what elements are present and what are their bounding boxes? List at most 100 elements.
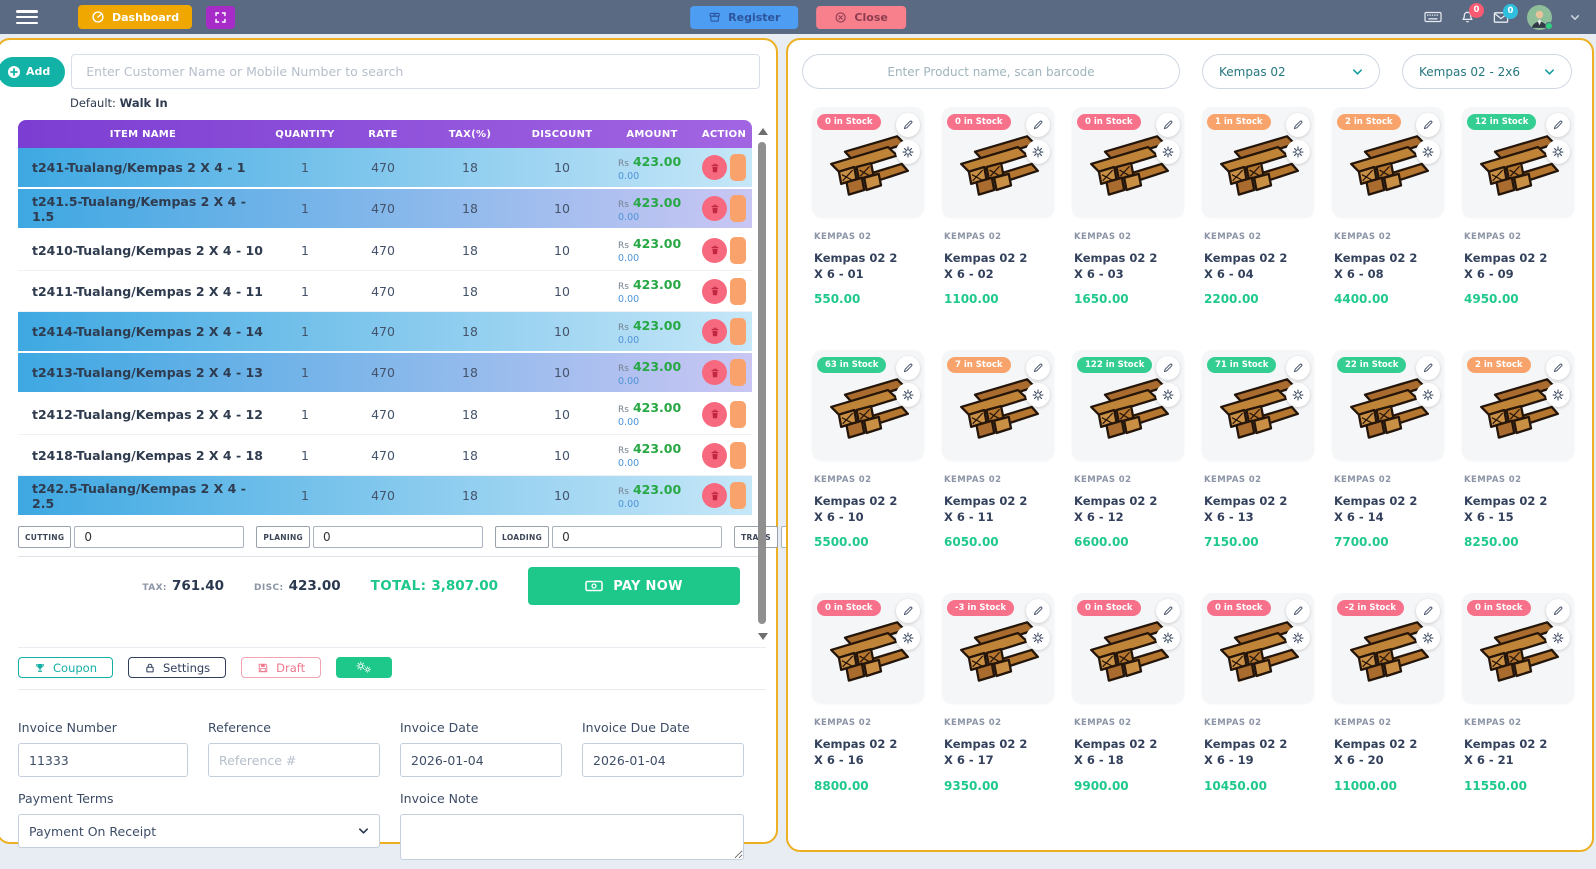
edit-product-button[interactable] (1286, 113, 1310, 137)
customer-search-input[interactable] (71, 54, 760, 89)
messages-button[interactable]: 0 (1493, 3, 1518, 24)
edit-product-button[interactable] (1286, 356, 1310, 381)
product-settings-button[interactable] (1156, 383, 1180, 408)
user-avatar[interactable] (1527, 5, 1553, 30)
edit-product-button[interactable] (1416, 113, 1440, 137)
chevron-down-icon[interactable] (1570, 14, 1580, 21)
product-image[interactable]: 12 in Stock (1462, 107, 1574, 217)
edit-product-button[interactable] (1416, 356, 1440, 381)
product-settings-button[interactable] (896, 626, 920, 651)
delete-item-button[interactable] (702, 237, 727, 263)
item-secondary-button[interactable] (730, 318, 746, 345)
delete-item-button[interactable] (702, 360, 727, 385)
add-customer-button[interactable]: Add (0, 56, 66, 87)
product-image[interactable]: 2 in Stock (1462, 350, 1574, 461)
product-image[interactable]: 0 in Stock (1462, 593, 1574, 704)
product-image[interactable]: -3 in Stock (942, 593, 1054, 704)
product-card[interactable]: 7 in Stock KEMPAS 02 Kempas 02 2 X 6 - 1… (942, 350, 1054, 549)
item-secondary-button[interactable] (730, 400, 746, 428)
cart-row[interactable]: t2411-Tualang/Kempas 2 X 4 - 11 1 470 18… (18, 271, 752, 312)
cart-row[interactable]: t241-Tualang/Kempas 2 X 4 - 1 1 470 18 1… (18, 148, 752, 189)
product-card[interactable]: 0 in Stock KEMPAS 02 Kempas 02 2 X 6 - 1… (1202, 593, 1314, 793)
scroll-thumb[interactable] (758, 142, 766, 624)
cart-row[interactable]: t2412-Tualang/Kempas 2 X 4 - 12 1 470 18… (18, 394, 752, 435)
product-settings-button[interactable] (1026, 383, 1050, 408)
fullscreen-button[interactable] (206, 5, 236, 29)
invoice-note-input[interactable] (400, 814, 744, 860)
edit-product-button[interactable] (1026, 599, 1050, 624)
charge-input[interactable] (552, 526, 723, 548)
product-card[interactable]: 22 in Stock KEMPAS 02 Kempas 02 2 X 6 - … (1332, 350, 1444, 549)
product-image[interactable]: 0 in Stock (1202, 593, 1314, 704)
product-image[interactable]: 71 in Stock (1202, 350, 1314, 461)
product-settings-button[interactable] (1546, 140, 1570, 164)
product-card[interactable]: 0 in Stock KEMPAS 02 Kempas 02 2 X 6 - 0… (942, 107, 1054, 306)
scroll-down-arrow[interactable] (757, 633, 768, 640)
settings-button[interactable]: Settings (127, 657, 227, 678)
product-settings-button[interactable] (896, 383, 920, 408)
draft-button[interactable]: Draft (241, 657, 322, 678)
dashboard-button[interactable]: Dashboard (78, 5, 193, 29)
delete-item-button[interactable] (702, 155, 727, 180)
pay-now-button[interactable]: PAY NOW (528, 567, 740, 605)
item-secondary-button[interactable] (730, 277, 746, 305)
product-settings-button[interactable] (1286, 383, 1310, 408)
edit-product-button[interactable] (896, 113, 920, 137)
edit-product-button[interactable] (1286, 599, 1310, 624)
product-settings-button[interactable] (896, 140, 920, 164)
product-settings-button[interactable] (1416, 383, 1440, 408)
product-settings-button[interactable] (1286, 140, 1310, 164)
cart-row[interactable]: t2410-Tualang/Kempas 2 X 4 - 10 1 470 18… (18, 230, 752, 271)
product-card[interactable]: 63 in Stock KEMPAS 02 Kempas 02 2 X 6 - … (812, 350, 924, 549)
category-filter-select[interactable]: Kempas 02 (1202, 54, 1380, 89)
delete-item-button[interactable] (702, 319, 727, 344)
product-card[interactable]: 0 in Stock KEMPAS 02 Kempas 02 2 X 6 - 2… (1462, 593, 1574, 793)
product-card[interactable]: 2 in Stock KEMPAS 02 Kempas 02 2 X 6 - 0… (1332, 107, 1444, 306)
delete-item-button[interactable] (702, 196, 727, 221)
edit-product-button[interactable] (1026, 113, 1050, 137)
product-card[interactable]: 0 in Stock KEMPAS 02 Kempas 02 2 X 6 - 0… (1072, 107, 1184, 306)
edit-product-button[interactable] (1546, 113, 1570, 137)
product-card[interactable]: 2 in Stock KEMPAS 02 Kempas 02 2 X 6 - 1… (1462, 350, 1574, 549)
product-settings-button[interactable] (1546, 626, 1570, 651)
product-card[interactable]: 0 in Stock KEMPAS 02 Kempas 02 2 X 6 - 1… (812, 593, 924, 793)
services-button[interactable] (336, 657, 393, 678)
product-image[interactable]: 0 in Stock (812, 593, 924, 704)
register-button[interactable]: Register (690, 5, 799, 29)
product-image[interactable]: 63 in Stock (812, 350, 924, 461)
product-card[interactable]: 71 in Stock KEMPAS 02 Kempas 02 2 X 6 - … (1202, 350, 1314, 549)
product-settings-button[interactable] (1026, 140, 1050, 164)
cart-row[interactable]: t2413-Tualang/Kempas 2 X 4 - 13 1 470 18… (18, 353, 752, 394)
cart-scrollbar[interactable] (757, 128, 768, 640)
product-settings-button[interactable] (1416, 140, 1440, 164)
product-card[interactable]: 1 in Stock KEMPAS 02 Kempas 02 2 X 6 - 0… (1202, 107, 1314, 306)
charge-input[interactable] (313, 526, 484, 548)
product-card[interactable]: 12 in Stock KEMPAS 02 Kempas 02 2 X 6 - … (1462, 107, 1574, 306)
product-search-input[interactable] (802, 54, 1180, 89)
product-image[interactable]: 0 in Stock (1072, 593, 1184, 704)
edit-product-button[interactable] (1026, 356, 1050, 381)
cart-row[interactable]: t2414-Tualang/Kempas 2 X 4 - 14 1 470 18… (18, 312, 752, 353)
edit-product-button[interactable] (1416, 599, 1440, 624)
cart-row[interactable]: t242.5-Tualang/Kempas 2 X 4 - 2.5 1 470 … (18, 476, 752, 517)
cart-row[interactable]: t241.5-Tualang/Kempas 2 X 4 - 1.5 1 470 … (18, 189, 752, 230)
notifications-bell[interactable]: 0 (1460, 2, 1484, 25)
close-button[interactable]: Close (816, 5, 906, 29)
reference-input[interactable] (208, 743, 380, 777)
item-secondary-button[interactable] (730, 195, 746, 222)
product-card[interactable]: 0 in Stock KEMPAS 02 Kempas 02 2 X 6 - 0… (812, 107, 924, 306)
product-image[interactable]: 7 in Stock (942, 350, 1054, 461)
product-settings-button[interactable] (1416, 626, 1440, 651)
item-secondary-button[interactable] (730, 154, 746, 181)
product-card[interactable]: -3 in Stock KEMPAS 02 Kempas 02 2 X 6 - … (942, 593, 1054, 793)
invoice-number-input[interactable] (18, 743, 188, 777)
product-card[interactable]: -2 in Stock KEMPAS 02 Kempas 02 2 X 6 - … (1332, 593, 1444, 793)
product-image[interactable]: 22 in Stock (1332, 350, 1444, 461)
cart-row[interactable]: t2418-Tualang/Kempas 2 X 4 - 18 1 470 18… (18, 435, 752, 476)
item-secondary-button[interactable] (730, 441, 746, 469)
item-secondary-button[interactable] (730, 482, 746, 509)
scroll-up-arrow[interactable] (757, 128, 768, 135)
item-secondary-button[interactable] (730, 359, 746, 386)
invoice-date-input[interactable] (400, 743, 562, 777)
menu-icon[interactable] (16, 10, 38, 24)
